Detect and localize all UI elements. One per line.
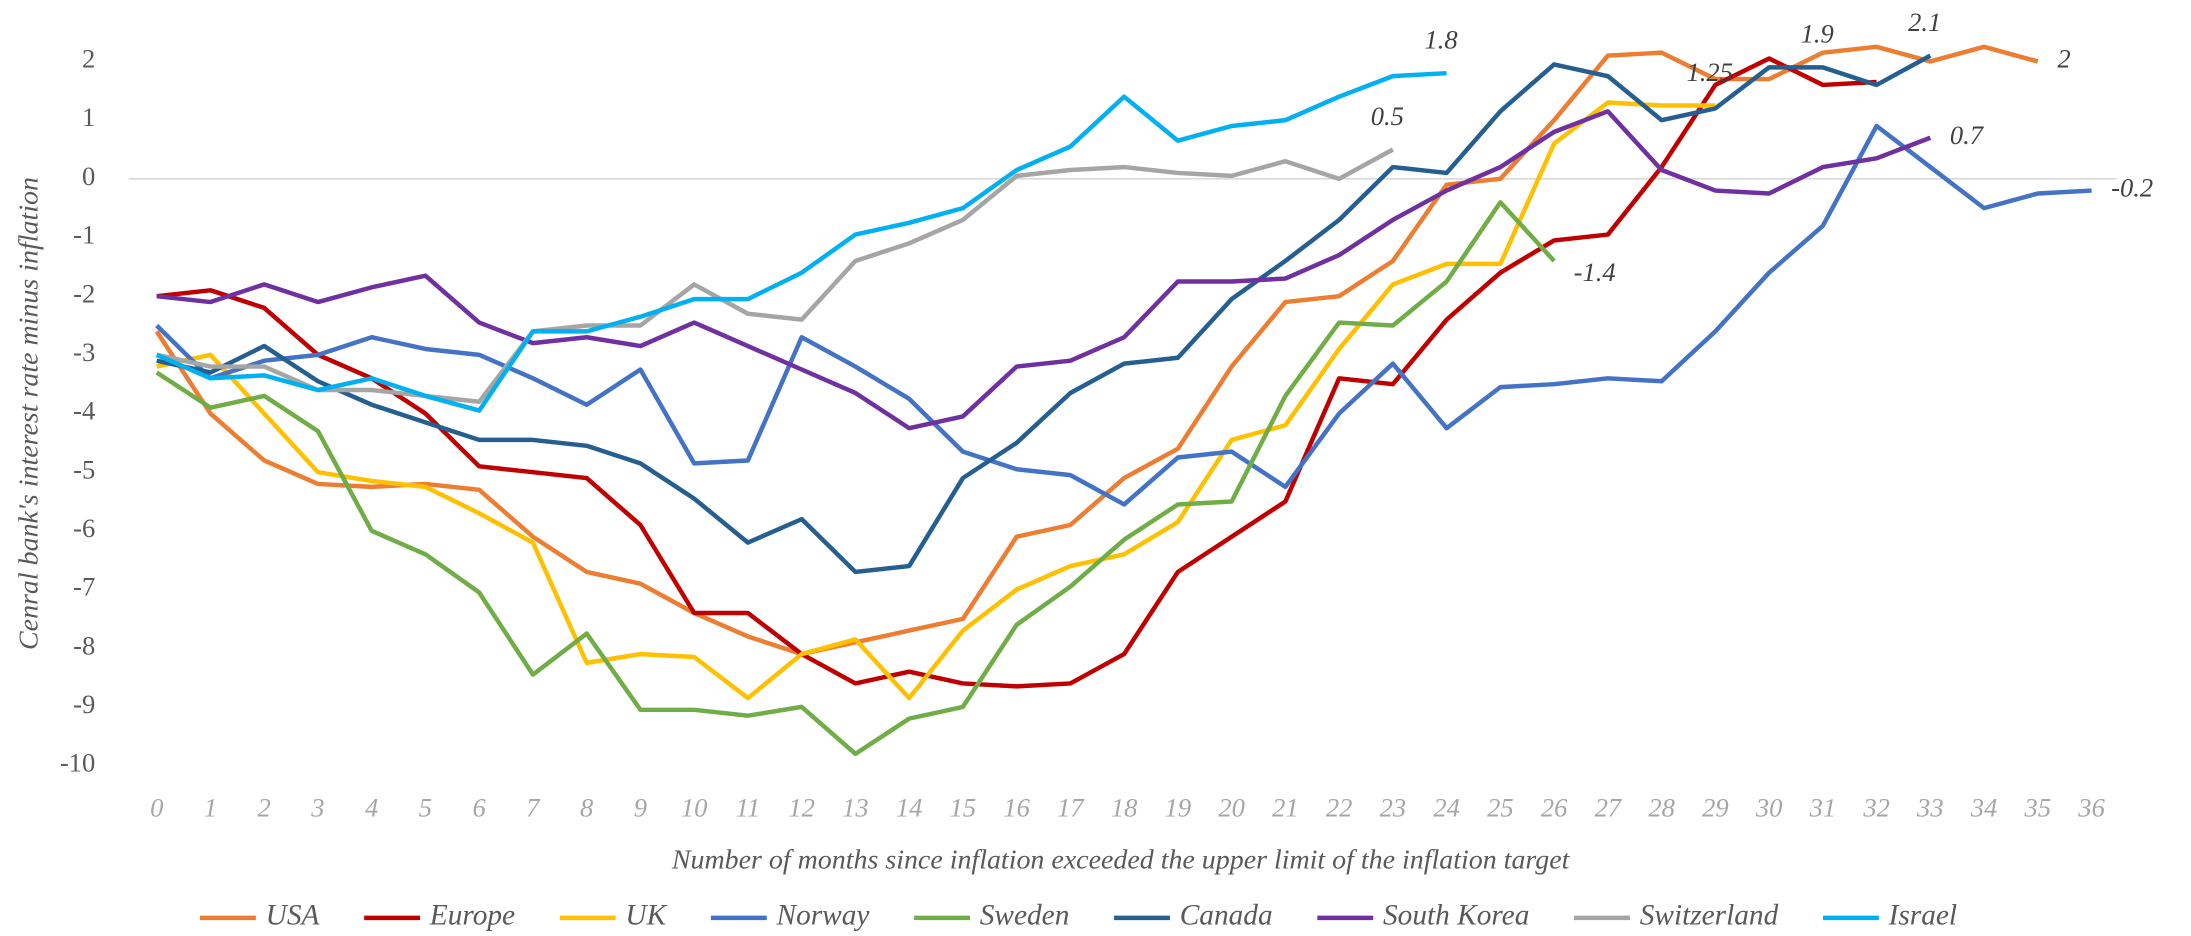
x-tick-label: 18 — [1111, 792, 1138, 822]
y-tick-label: -4 — [73, 396, 95, 426]
x-tick-label: 10 — [681, 792, 708, 822]
x-tick-label: 20 — [1218, 792, 1245, 822]
data-label: 1.8 — [1424, 25, 1457, 55]
x-tick-label: 5 — [419, 792, 432, 822]
y-tick-label: 2 — [82, 44, 95, 74]
x-tick-label: 35 — [2024, 792, 2052, 822]
x-tick-label: 25 — [1487, 792, 1514, 822]
y-tick-label: -8 — [73, 630, 95, 660]
y-tick-label: -3 — [73, 337, 95, 367]
data-label: 0.5 — [1371, 101, 1404, 131]
x-tick-label: 29 — [1702, 792, 1729, 822]
x-tick-label: 11 — [736, 792, 761, 822]
series-line — [156, 109, 1932, 431]
legend-label: Switzerland — [1640, 900, 1779, 932]
y-axis-title: Cenral bank's interest rate minus inflat… — [13, 177, 44, 650]
legend-label: UK — [625, 900, 667, 932]
x-tick-label: 22 — [1326, 792, 1353, 822]
x-tick-label: 14 — [896, 792, 923, 822]
x-tick-label: 30 — [1755, 792, 1783, 822]
legend-label: USA — [266, 900, 321, 932]
y-tick-label: -5 — [73, 454, 95, 484]
y-tick-label: -2 — [73, 278, 95, 308]
y-tick-label: -7 — [73, 572, 95, 602]
series-line — [155, 123, 2092, 507]
series-line — [156, 53, 1932, 575]
x-tick-label: 1 — [204, 792, 217, 822]
x-tick-label: 32 — [1862, 792, 1890, 822]
y-tick-label: 1 — [82, 102, 95, 132]
x-tick-label: 2 — [258, 792, 271, 822]
legend-label: Europe — [429, 900, 515, 932]
series-line — [156, 56, 1877, 689]
data-label: 1.9 — [1801, 19, 1834, 49]
data-label: -0.2 — [2111, 173, 2153, 203]
x-tick-label: 16 — [1003, 792, 1030, 822]
y-tick-label: -1 — [73, 220, 95, 250]
x-tick-label: 0 — [150, 792, 163, 822]
x-tick-label: 6 — [473, 792, 487, 822]
x-tick-label: 31 — [1809, 792, 1837, 822]
y-tick-label: 0 — [82, 161, 95, 191]
x-tick-label: 9 — [634, 792, 647, 822]
y-tick-label: -10 — [60, 748, 95, 778]
data-label: -1.4 — [1574, 257, 1616, 287]
x-tick-label: 12 — [788, 792, 815, 822]
x-tick-label: 17 — [1057, 792, 1085, 822]
legend-label: Israel — [1888, 900, 1957, 932]
x-tick-label: 34 — [1970, 792, 1998, 822]
x-tick-label: 23 — [1380, 792, 1407, 822]
x-axis-title: Number of months since inflation exceede… — [671, 844, 1571, 875]
data-label: 2.1 — [1908, 7, 1941, 37]
series-line — [155, 200, 1556, 757]
x-tick-label: 8 — [580, 792, 593, 822]
x-tick-label: 15 — [950, 792, 977, 822]
legend-label: Norway — [776, 900, 871, 932]
x-tick-label: 3 — [310, 792, 324, 822]
series-line — [156, 100, 1716, 701]
x-tick-label: 19 — [1165, 792, 1192, 822]
data-label: 1.25 — [1687, 57, 1733, 87]
y-tick-label: -9 — [73, 689, 95, 719]
x-tick-label: 36 — [2077, 792, 2105, 822]
x-tick-label: 7 — [526, 792, 541, 822]
x-tick-label: 24 — [1433, 792, 1460, 822]
x-tick-label: 4 — [365, 792, 378, 822]
x-tick-label: 28 — [1648, 792, 1675, 822]
series-line — [156, 147, 1394, 405]
x-tick-label: 21 — [1272, 792, 1299, 822]
y-tick-label: -6 — [73, 513, 95, 543]
data-label: 2 — [2057, 44, 2070, 74]
x-tick-label: 13 — [842, 792, 869, 822]
series-line — [155, 70, 1447, 413]
data-label: 0.7 — [1950, 120, 1985, 150]
legend-label: Sweden — [980, 900, 1070, 932]
legend-label: Canada — [1180, 900, 1273, 932]
x-tick-label: 33 — [1916, 792, 1944, 822]
x-tick-label: 27 — [1595, 792, 1623, 822]
x-tick-label: 26 — [1541, 792, 1568, 822]
legend-label: South Korea — [1383, 900, 1529, 932]
